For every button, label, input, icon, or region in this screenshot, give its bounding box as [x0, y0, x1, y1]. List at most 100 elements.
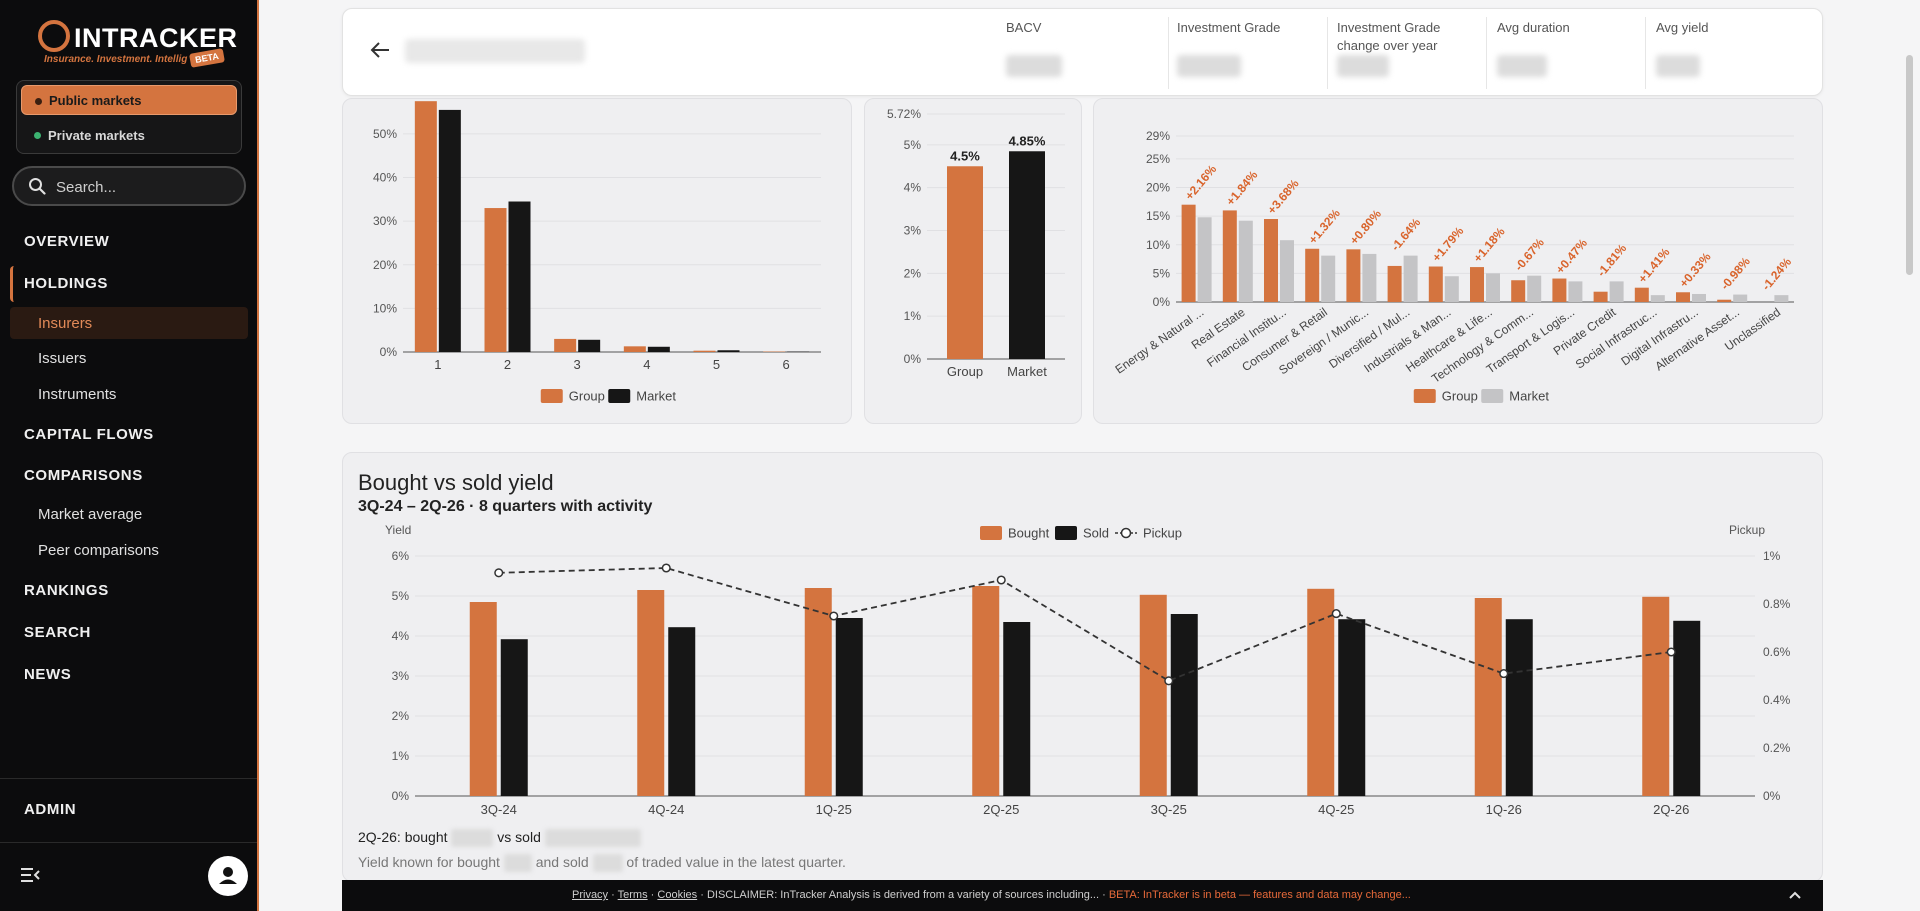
footer-row: Privacy · Terms · Cookies · DISCLAIMER: …: [572, 889, 1411, 901]
bar: [1197, 217, 1212, 302]
user-avatar[interactable]: [208, 856, 248, 896]
search-input[interactable]: [56, 176, 236, 198]
x-tick-label: 3Q-24: [481, 802, 517, 817]
pickup-point: [1499, 669, 1509, 679]
data-label: 4.5%: [950, 148, 980, 163]
avg-yield-card: 0% 1% 2% 3% 4% 5% 5.72% 4.5% Group 4.85% Market: [864, 98, 1082, 424]
bar: [1181, 204, 1196, 302]
collapse-menu-icon[interactable]: [20, 867, 40, 883]
x-tick-label: 3Q-25: [1151, 802, 1187, 817]
bar: [1593, 291, 1608, 302]
bar: [500, 639, 528, 796]
bar: [623, 346, 646, 352]
bar: [804, 588, 832, 796]
brand-logo[interactable]: INTRACKER Insurance. Investment. Intelli…: [38, 18, 237, 70]
difference-label: +0.47%: [1553, 236, 1590, 277]
bar: [1305, 248, 1320, 302]
private-markets-button[interactable]: Private markets: [21, 120, 237, 150]
metric-divider: [1645, 17, 1646, 89]
bar: [1280, 240, 1294, 302]
metric-value-redacted: [1497, 55, 1547, 77]
x-tick-label: 1Q-25: [816, 802, 852, 817]
brand-name: INTRACKER: [74, 23, 238, 53]
nav-issuers[interactable]: Issuers: [38, 350, 87, 367]
legend-label: Bought: [1008, 526, 1050, 541]
legend-swatch: [540, 389, 563, 403]
bought-vs-sold-chart: 0% 1% 2% 3% 4% 5% 6% 0% 0.2% 0.4% 0.6% 0.8% 1% Yield P…: [385, 523, 1791, 817]
disclaimer-text[interactable]: DISCLAIMER: InTracker Analysis is derive…: [706, 889, 1100, 901]
nav-holdings-label: HOLDINGS: [24, 275, 108, 292]
chevron-up-icon[interactable]: [1789, 890, 1801, 900]
nav-peer-comparisons[interactable]: Peer comparisons: [38, 542, 159, 559]
pickup-line: [498, 567, 1672, 682]
data-label: 4.85%: [1009, 133, 1046, 148]
bar: [1264, 219, 1278, 302]
nav-comparisons[interactable]: COMPARISONS: [24, 467, 143, 484]
cookies-link[interactable]: Cookies: [657, 889, 698, 901]
legend-label: Market: [1509, 389, 1549, 404]
bar: [1444, 276, 1459, 302]
bar: [1003, 622, 1031, 796]
metric-bacv: BACV: [994, 9, 1154, 97]
nav-rankings[interactable]: RANKINGS: [24, 582, 109, 599]
legend-swatch: [1413, 389, 1436, 403]
disclaimer-footer: Privacy · Terms · Cookies · DISCLAIMER: …: [342, 880, 1823, 911]
metric-divider: [1327, 17, 1328, 89]
x-tick-label: 4: [643, 357, 650, 372]
nav-insurers-label: Insurers: [38, 315, 93, 332]
difference-label: +1.79%: [1429, 224, 1466, 265]
bar: [647, 346, 670, 352]
bar: [1774, 295, 1789, 302]
separator: ·: [1102, 889, 1109, 901]
nav-admin[interactable]: ADMIN: [24, 801, 77, 818]
nav-capital-flows[interactable]: CAPITAL FLOWS: [24, 426, 154, 443]
nav-instruments[interactable]: Instruments: [38, 386, 117, 403]
difference-label: +0.33%: [1677, 250, 1714, 291]
bar: [554, 338, 577, 352]
bar: [1673, 620, 1701, 796]
metric-divider: [1486, 17, 1487, 89]
bar: [1634, 287, 1649, 302]
bar: [1552, 278, 1567, 302]
nav-news[interactable]: NEWS: [24, 666, 72, 683]
nav-insurers[interactable]: Insurers: [10, 307, 248, 339]
y-tick-label: 4%: [904, 181, 922, 195]
bar: [1403, 255, 1418, 302]
section-title: Bought vs sold yield: [358, 470, 554, 495]
x-tick-label: 4Q-24: [648, 802, 684, 817]
value-redacted: [451, 829, 494, 848]
difference-label: +3.68%: [1265, 176, 1302, 217]
x-tick-label: Market: [1007, 364, 1047, 379]
bar: [1474, 598, 1502, 796]
bar: [1428, 266, 1443, 302]
nav-holdings[interactable]: HOLDINGS: [10, 266, 248, 302]
separator: ·: [611, 889, 618, 901]
bar: [947, 166, 983, 359]
scrollbar[interactable]: [1906, 55, 1913, 275]
bar: [717, 350, 740, 352]
value-redacted: [592, 854, 623, 873]
section-subtitle: 3Q-24 – 2Q-26 · 8 quarters with activity: [358, 498, 653, 515]
back-arrow-icon[interactable]: [369, 39, 391, 61]
nav-overview[interactable]: OVERVIEW: [24, 233, 110, 250]
note-text: Yield known for bought: [358, 854, 500, 870]
bar: [835, 618, 863, 796]
search-box[interactable]: [12, 166, 246, 206]
public-markets-button[interactable]: Public markets: [21, 85, 237, 115]
sidebar: INTRACKER Insurance. Investment. Intelli…: [0, 0, 259, 911]
nav-search[interactable]: SEARCH: [24, 624, 91, 641]
x-tick-label: 1Q-26: [1486, 802, 1522, 817]
insurer-name-redacted: [405, 39, 585, 63]
privacy-link[interactable]: Privacy: [572, 889, 609, 901]
bar: [1692, 293, 1706, 302]
x-tick-label: 4Q-25: [1318, 802, 1354, 817]
metric-investment-grade: Investment Grade: [1165, 9, 1325, 97]
metric-avg-yield: Avg yield: [1644, 9, 1794, 97]
pickup-point: [494, 568, 504, 578]
nav-market-average[interactable]: Market average: [38, 506, 143, 523]
x-tick-label: 6: [783, 357, 790, 372]
terms-link[interactable]: Terms: [617, 889, 648, 901]
pickup-point: [829, 611, 839, 621]
metric-avg-duration: Avg duration: [1485, 9, 1635, 97]
metric-label: Avg yield: [1656, 20, 1709, 35]
